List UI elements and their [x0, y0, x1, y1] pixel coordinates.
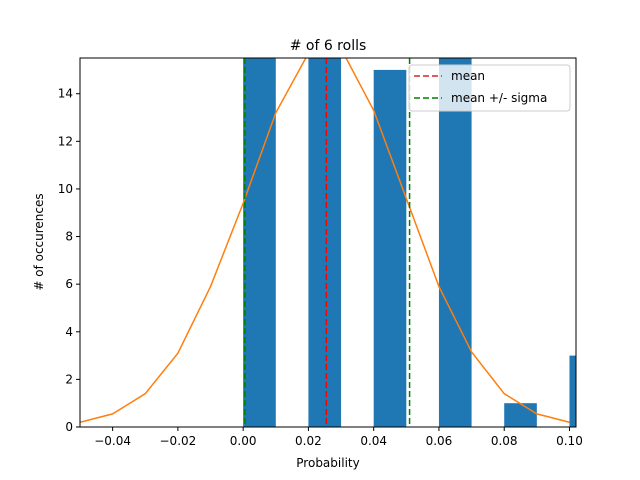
x-tick-label-7: 0.10 — [556, 434, 583, 448]
legend-label-sigma: mean +/- sigma — [451, 91, 547, 105]
histogram-bar-2 — [373, 69, 407, 427]
histogram-bar-0 — [243, 58, 276, 427]
normal-fit-curve — [80, 58, 570, 423]
y-tick-label-4: 8 — [65, 230, 73, 244]
x-tick-label-3: 0.02 — [295, 434, 322, 448]
histogram-bar-1 — [308, 58, 342, 427]
plot-frame — [79, 57, 577, 428]
curve-layer — [80, 58, 570, 423]
x-tick-label-0: −0.04 — [94, 434, 131, 448]
x-tick-label-5: 0.06 — [426, 434, 453, 448]
x-tick-label-6: 0.08 — [491, 434, 518, 448]
y-tick-label-7: 14 — [58, 87, 73, 101]
y-tick-label-3: 6 — [65, 277, 73, 291]
reference-lines-layer — [244, 58, 411, 427]
y-tick-label-6: 12 — [58, 134, 73, 148]
legend-label-mean: mean — [451, 69, 485, 83]
x-tick-label-2: 0.00 — [230, 434, 257, 448]
histogram-bar-3 — [438, 58, 472, 427]
bars-layer — [243, 58, 576, 427]
histogram-bar-5 — [569, 355, 576, 427]
y-axis-label: # of occurences — [32, 193, 46, 290]
y-tick-label-1: 2 — [65, 372, 73, 386]
y-tick-label-0: 0 — [65, 420, 73, 434]
x-tick-label-1: −0.02 — [160, 434, 197, 448]
chart-title: # of 6 rolls — [290, 38, 367, 54]
legend: mean mean +/- sigma — [408, 64, 571, 112]
y-axis-ticks: 0 2 4 6 8 10 12 14 — [58, 87, 80, 434]
histogram-bar-4 — [504, 403, 537, 427]
legend-box — [408, 64, 571, 112]
x-axis-label: Probability — [296, 456, 359, 470]
x-tick-label-4: 0.04 — [360, 434, 387, 448]
y-tick-label-5: 10 — [58, 182, 73, 196]
y-tick-label-2: 4 — [65, 325, 73, 339]
x-axis-ticks: −0.04 −0.02 0.00 0.02 0.04 0.06 0.08 0.10 — [94, 427, 583, 448]
